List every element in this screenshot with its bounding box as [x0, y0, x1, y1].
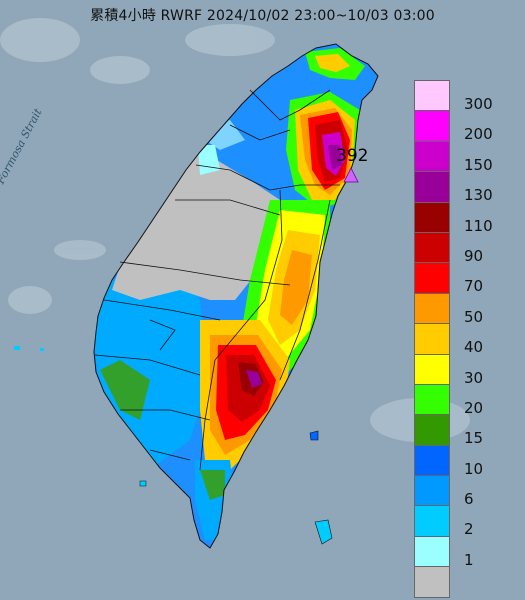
taiwan-island — [93, 43, 379, 549]
legend-swatch — [414, 140, 450, 173]
county-boundaries — [93, 43, 379, 549]
legend-label: 110 — [464, 216, 493, 235]
legend-item: 50 — [414, 292, 514, 326]
legend-label: 10 — [464, 459, 484, 478]
legend-swatch — [414, 110, 450, 142]
max-rainfall-marker — [343, 167, 359, 183]
legend-swatch — [414, 323, 450, 355]
legend-item: 2 — [414, 505, 514, 539]
legend-item — [414, 566, 514, 598]
legend-label: 1 — [464, 550, 474, 569]
legend-swatch — [414, 475, 450, 507]
legend-swatch — [414, 414, 450, 446]
legend-label: 15 — [464, 429, 484, 448]
offshore-islands — [14, 346, 333, 545]
legend-item: 30 — [414, 353, 514, 387]
legend-item: 130 — [414, 171, 514, 205]
legend-item: 1 — [414, 535, 514, 569]
legend-item: 300 — [414, 80, 514, 113]
legend-label: 6 — [464, 490, 474, 509]
legend-swatch — [414, 383, 450, 416]
legend-swatch — [414, 535, 450, 568]
legend-swatch — [414, 262, 450, 294]
legend-item: 90 — [414, 231, 514, 265]
rainfall-legend: 300 200 150 130 110 90 70 50 40 30 20 15 10 6 2 1 — [414, 80, 514, 598]
legend-label: 40 — [464, 338, 484, 357]
legend-swatch — [414, 80, 450, 112]
legend-label: 200 — [464, 125, 493, 144]
legend-swatch — [414, 566, 450, 598]
legend-label: 30 — [464, 368, 484, 387]
legend-item: 6 — [414, 475, 514, 509]
legend-item: 20 — [414, 383, 514, 417]
legend-label: 50 — [464, 307, 484, 326]
map-title: 累積4小時 RWRF 2024/10/02 23:00~10/03 03:00 — [90, 8, 435, 24]
legend-item: 150 — [414, 140, 514, 174]
legend-item: 10 — [414, 444, 514, 478]
legend-item: 15 — [414, 414, 514, 448]
legend-label: 300 — [464, 95, 493, 113]
legend-label: 90 — [464, 246, 484, 265]
legend-swatch — [414, 353, 450, 385]
legend-label: 130 — [464, 186, 493, 205]
legend-item: 70 — [414, 262, 514, 296]
legend-label: 2 — [464, 520, 474, 539]
legend-swatch — [414, 505, 450, 537]
legend-label: 150 — [464, 155, 493, 174]
legend-swatch — [414, 292, 450, 325]
legend-item: 200 — [414, 110, 514, 144]
legend-swatch — [414, 444, 450, 477]
legend-swatch — [414, 171, 450, 203]
legend-label: 70 — [464, 277, 484, 296]
legend-label: 20 — [464, 398, 484, 417]
legend-item: 110 — [414, 201, 514, 235]
legend-swatch — [414, 231, 450, 264]
legend-swatch — [414, 201, 450, 233]
max-rainfall-value: 392 — [336, 146, 369, 166]
legend-item: 40 — [414, 323, 514, 357]
